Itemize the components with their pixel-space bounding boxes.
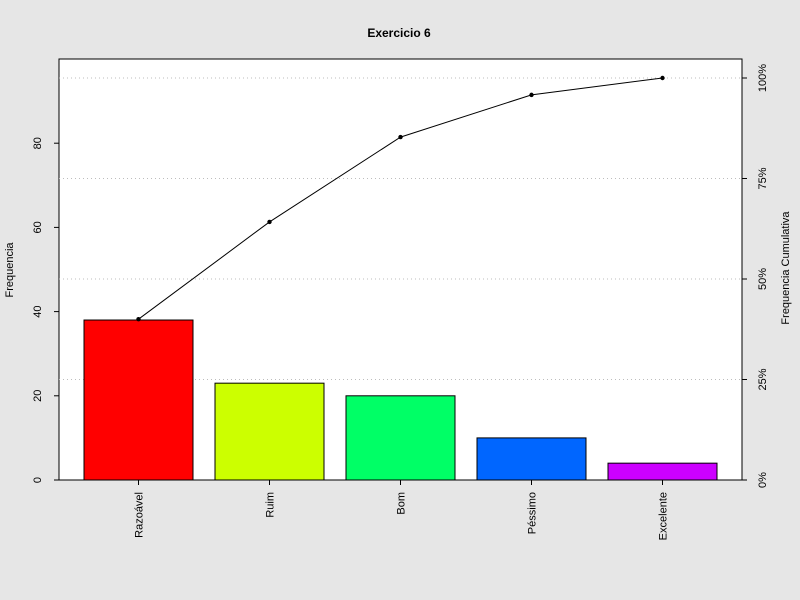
bar-3 [476, 437, 587, 481]
x-tick-label-2: Bom [396, 492, 408, 515]
x-tick-label-4: Excelente [658, 492, 670, 540]
x-tick-label-0: Razoável [134, 492, 146, 538]
y2-tick-label-2: 50% [757, 268, 769, 290]
cumulative-point-1 [267, 219, 272, 225]
y-tick-label-2: 40 [32, 305, 44, 317]
bar-2 [345, 395, 456, 481]
bar-0 [83, 319, 194, 481]
y2-tick-label-3: 75% [757, 167, 769, 189]
y2-axis-label: Frequencia Cumulativa [780, 211, 792, 325]
y-tick-label-3: 60 [32, 221, 44, 233]
chart-title: Exercicio 6 [367, 26, 431, 40]
x-axis-labels: Razoável Ruim Bom Péssimo Excelente [134, 480, 670, 540]
y2-tick-label-4: 100% [757, 64, 769, 92]
bar-1 [214, 382, 325, 481]
y-tick-label-4: 80 [32, 137, 44, 149]
y2-tick-label-1: 25% [757, 368, 769, 390]
cumulative-point-3 [529, 92, 534, 98]
y-tick-label-1: 20 [32, 390, 44, 402]
bar-4 [607, 462, 718, 481]
x-tick-label-1: Ruim [265, 492, 277, 518]
cumulative-point-4 [660, 75, 665, 81]
cumulative-point-2 [398, 134, 403, 140]
y2-tick-label-0: 0% [757, 472, 769, 488]
y-tick-label-0: 0 [32, 477, 44, 483]
cumulative-point-0 [136, 317, 141, 322]
y2-axis: 0% 25% 50% 75% 100% [742, 64, 769, 488]
x-tick-label-3: Péssimo [527, 492, 539, 534]
bars [83, 319, 718, 481]
y-axis-label: Frequencia [4, 242, 16, 298]
y-axis: 0 20 40 60 80 [32, 137, 59, 483]
cumulative-line [136, 75, 665, 322]
